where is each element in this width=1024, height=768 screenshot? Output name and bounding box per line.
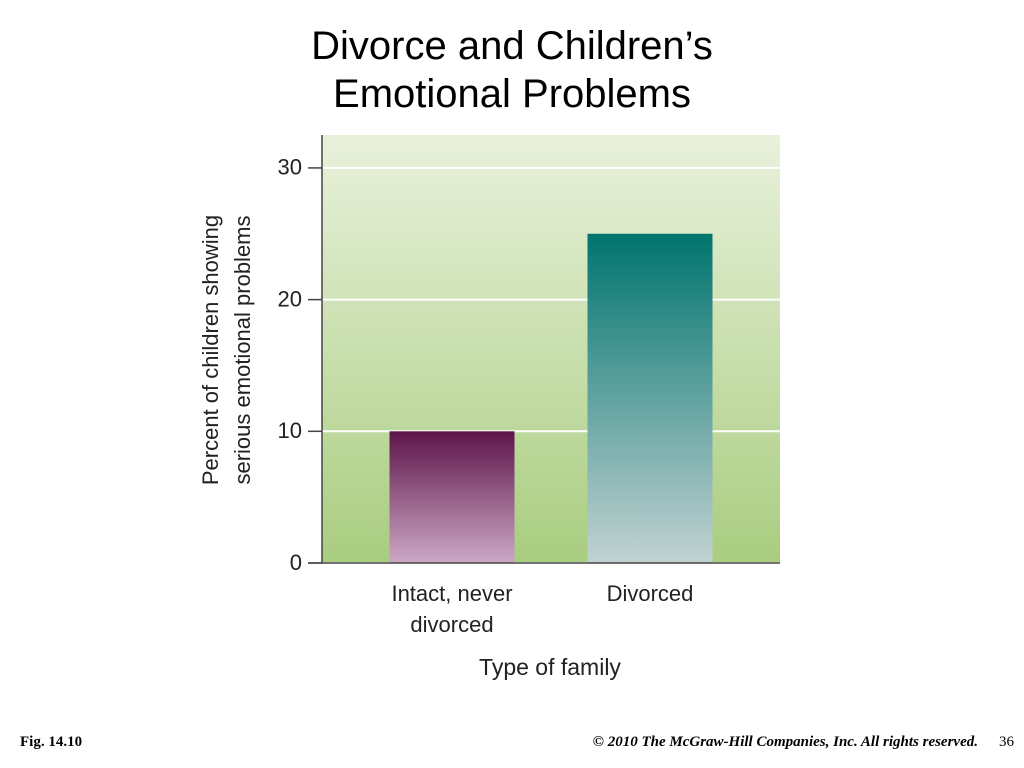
copyright: © 2010 The McGraw-Hill Companies, Inc. A… [592,734,978,750]
bar [587,233,713,563]
bar [389,431,515,563]
y-axis-label: serious emotional problems [230,215,255,484]
x-tick-label: Divorced [606,581,694,606]
chart-title: Divorce and Children’s Emotional Problem… [311,24,713,116]
y-tick-label: 30 [278,155,302,180]
x-axis-label: Type of family [479,654,621,680]
figure-number: Fig. 14.10 [20,734,83,750]
y-axis-label: Percent of children showing [198,215,223,485]
page-number: 36 [999,734,1014,750]
y-tick-label: 10 [278,418,302,443]
x-tick-label: Intact, never divorced [391,581,513,637]
y-tick-label: 20 [278,286,302,311]
y-tick-label: 0 [290,550,302,575]
